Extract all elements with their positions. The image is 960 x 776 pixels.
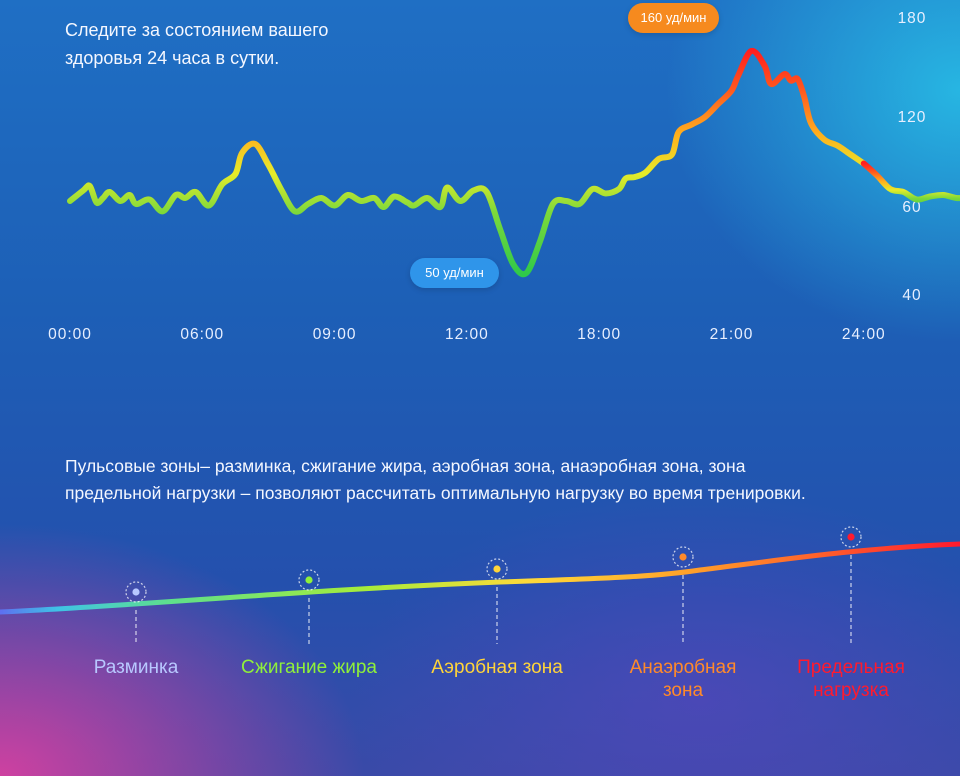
zone-marker [486,558,508,644]
x-tick-label: 00:00 [48,326,92,343]
zone-label: Предельная нагрузка [797,657,905,701]
y-tick-label: 120 [898,109,927,126]
y-axis: 40 60 120 180 [898,10,927,304]
heart-rate-series [67,47,960,278]
zone-marker [125,581,147,644]
x-tick-label: 24:00 [842,326,886,343]
zone-marker [298,569,320,644]
heart-rate-chart: 00:00 06:00 09:00 12:00 18:00 21:00 24:00 40 60… [48,10,960,343]
min-heart-rate-badge: 50 уд/мин [410,258,499,288]
x-tick-label: 18:00 [577,326,621,343]
zones-description: Пульсовые зоны– разминка, сжигание жира,… [65,456,806,503]
zone-label: Аэробная зона [431,657,563,678]
heart-rate-line [67,47,867,278]
heart-rate-line [860,160,960,203]
zone-marker [840,526,862,644]
x-tick-label: 21:00 [710,326,754,343]
x-axis: 00:00 06:00 09:00 12:00 18:00 21:00 24:00 [48,326,886,343]
y-tick-label: 40 [902,287,921,304]
zone-label: Анаэробная зона [629,657,737,701]
x-tick-label: 09:00 [313,326,357,343]
tagline: Следите за состоянием вашего здоровья 24… [65,20,329,68]
zone-label: Сжигание жира [241,657,377,678]
y-tick-label: 180 [898,10,927,27]
zone-marker [672,546,694,644]
x-tick-label: 06:00 [180,326,224,343]
zone-label: Разминка [93,657,179,678]
max-heart-rate-badge: 160 уд/мин [628,3,719,33]
x-tick-label: 12:00 [445,326,489,343]
zones-curve [0,541,960,615]
y-tick-label: 60 [902,199,921,216]
